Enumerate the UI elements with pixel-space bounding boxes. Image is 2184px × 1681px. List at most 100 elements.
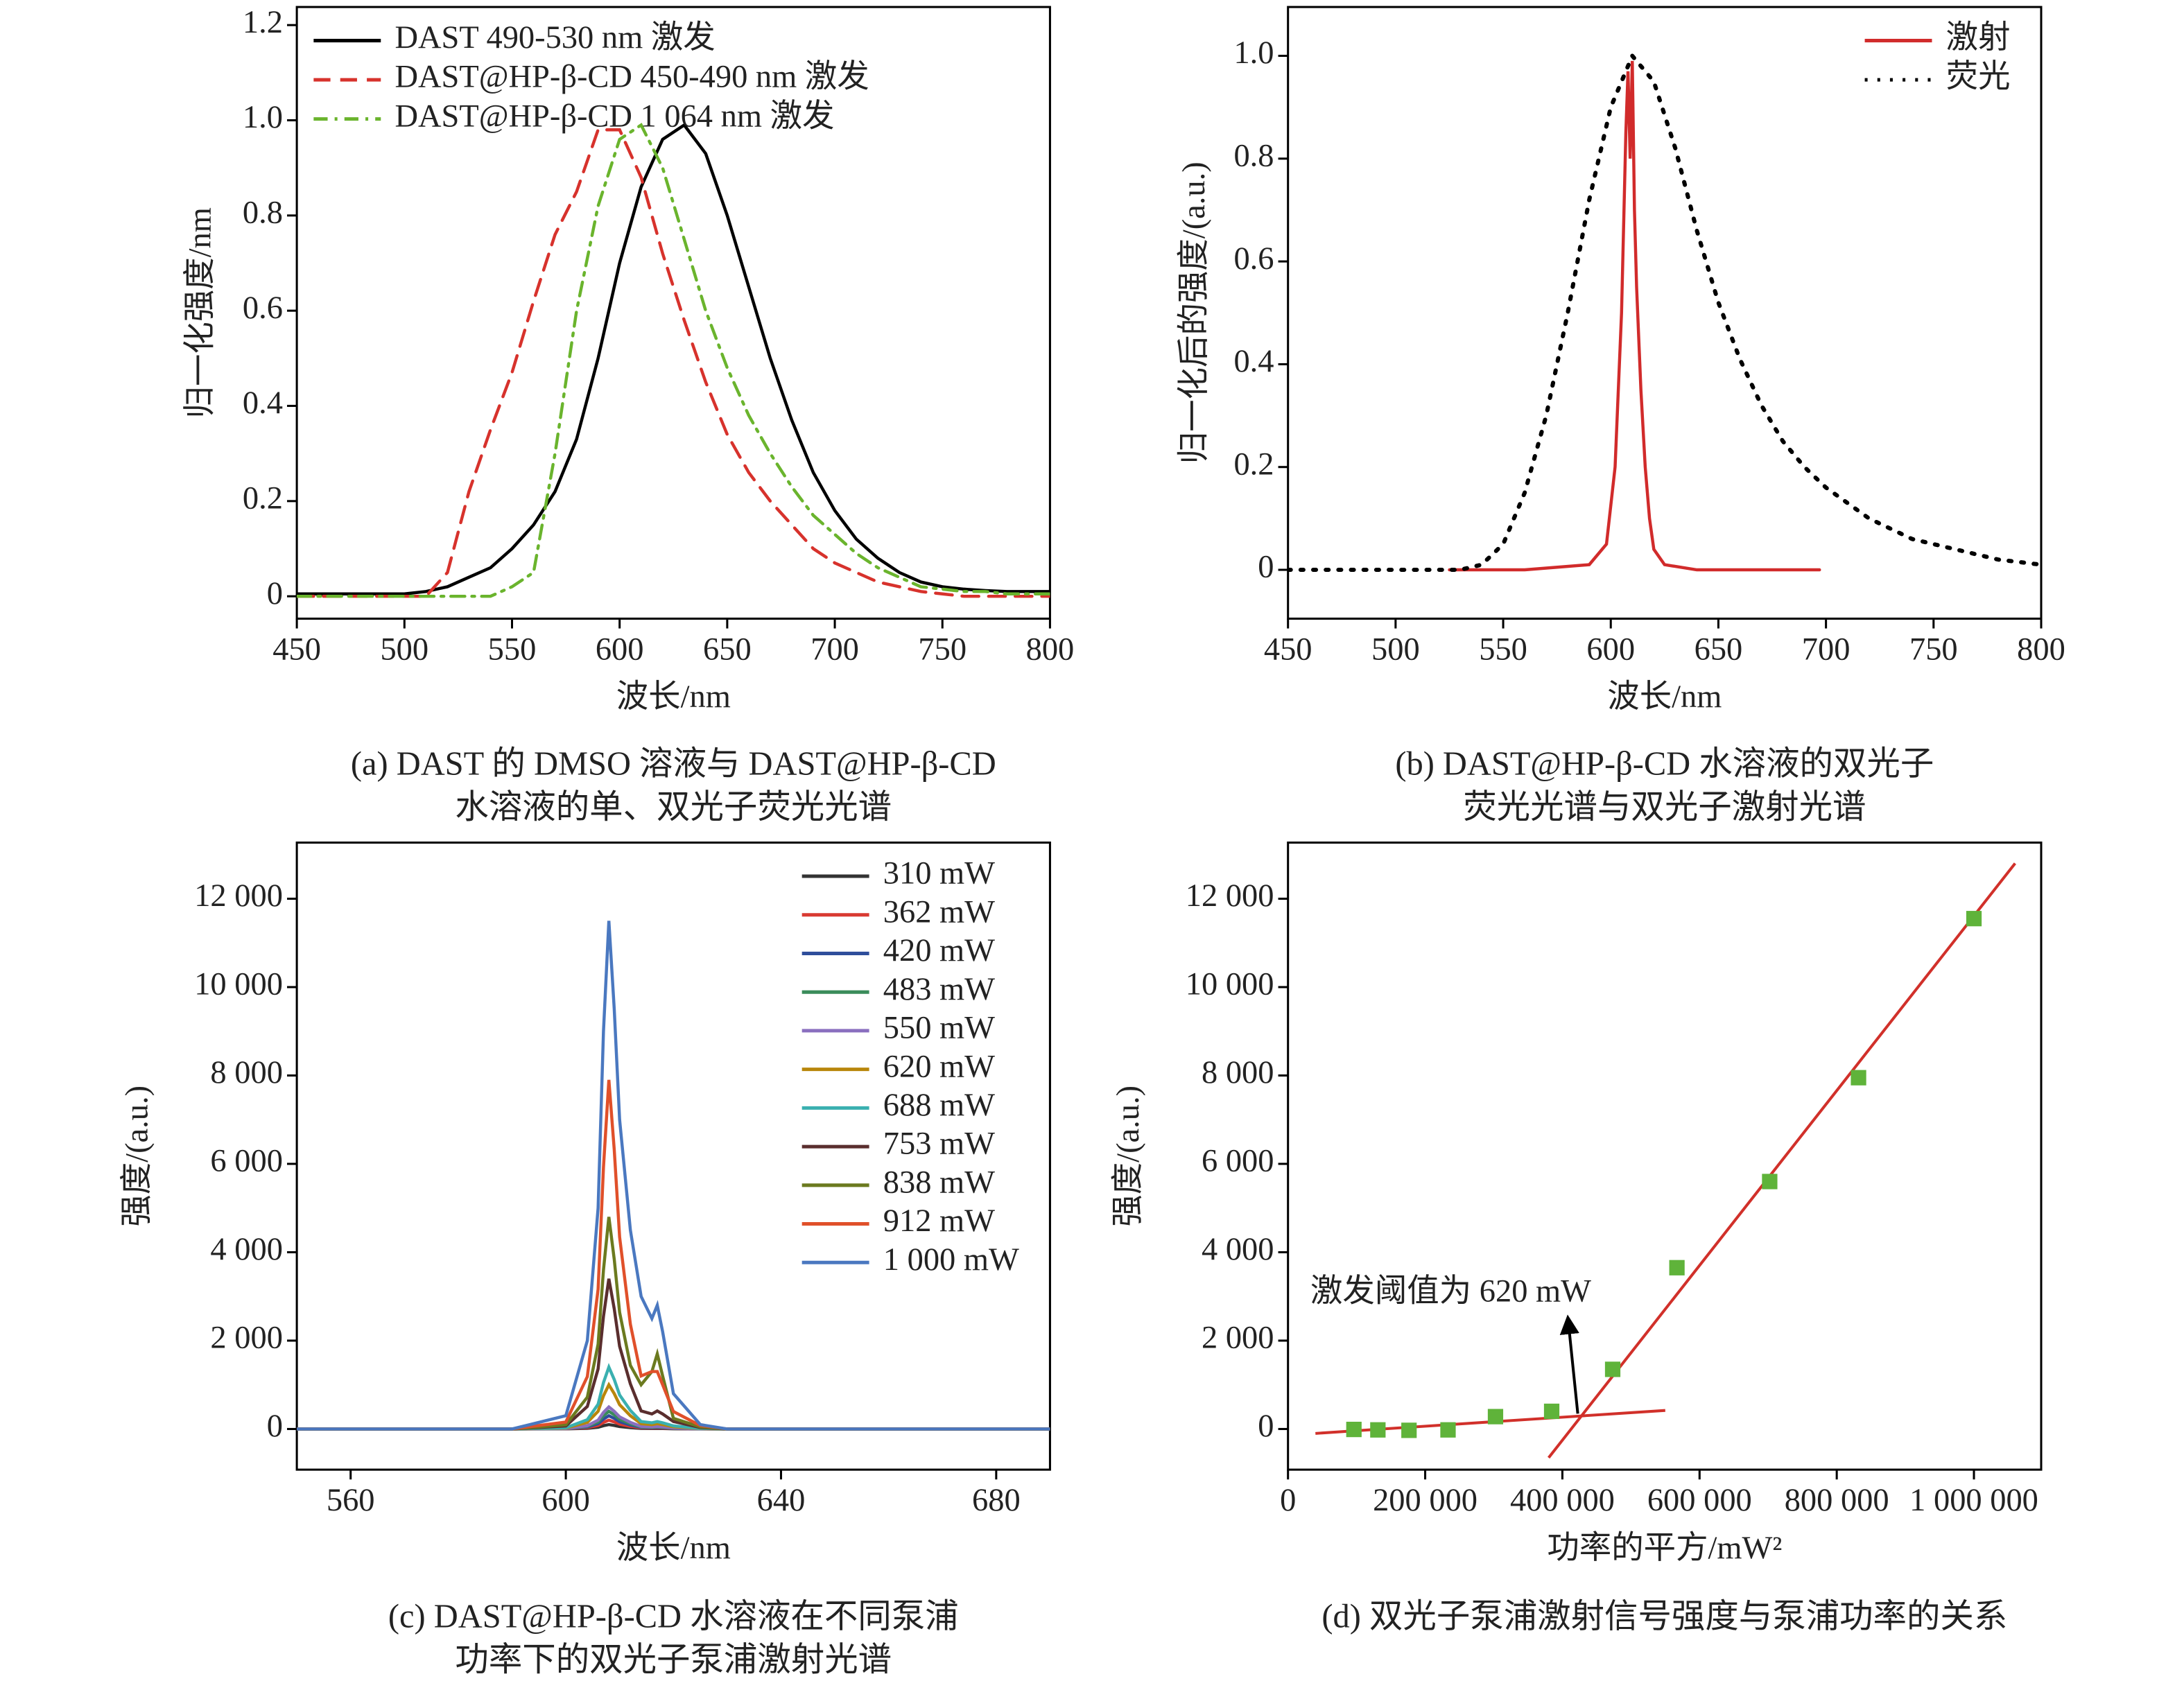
x-tick-label: 600 000 (1647, 1483, 1752, 1518)
x-axis-label: 功率的平方/mW² (1547, 1531, 1782, 1566)
y-tick-label: 12 000 (1186, 878, 1274, 914)
y-tick-label: 1.0 (1233, 35, 1274, 71)
legend-label: DAST@HP-β-CD 450-490 nm 激发 (395, 60, 869, 95)
y-tick-label: 4 000 (1202, 1232, 1274, 1267)
point (1966, 911, 1982, 927)
legend-label: 420 mW (883, 933, 995, 968)
annotation: 激发阈值为 620 mW (1310, 1274, 1591, 1309)
point (1851, 1070, 1866, 1086)
x-tick-label: 450 (272, 632, 321, 668)
point (1543, 1403, 1560, 1420)
legend-label: DAST@HP-β-CD 1 064 nm 激发 (395, 98, 834, 134)
y-tick-label: 2 000 (210, 1321, 282, 1356)
legend-label: 1 000 mW (883, 1242, 1019, 1278)
series-line (297, 1217, 1050, 1431)
series-line (1288, 51, 2041, 573)
x-tick-label: 500 (1371, 632, 1420, 668)
y-tick-label: 0.6 (243, 290, 283, 326)
annotation-arrow (1559, 1314, 1579, 1414)
y-axis-label: 归一化后的强度/(a.u.) (1177, 162, 1212, 464)
plot-frame (295, 6, 1051, 620)
y-tick-label: 6 000 (210, 1144, 282, 1179)
point (1762, 1174, 1778, 1190)
y-tick-label: 0.8 (243, 195, 283, 231)
point (1370, 1422, 1386, 1438)
x-tick-label: 750 (1909, 632, 1958, 668)
series-line (1448, 60, 1821, 572)
legend-label: 483 mW (883, 972, 995, 1007)
x-tick-label: 800 (1026, 632, 1075, 668)
y-axis-label: 归一化强度/nm (182, 207, 218, 418)
legend: DAST 490-530 nm 激发 DAST@HP-β-CD 450-490 n… (313, 20, 869, 134)
y-tick-label: 8 000 (210, 1055, 282, 1090)
y-tick-label: 1.0 (243, 100, 283, 135)
legend-label: 753 mW (883, 1126, 995, 1162)
x-tick-label: 400 000 (1510, 1483, 1615, 1518)
y-axis-label: 强度/(a.u.) (120, 1086, 155, 1227)
caption: (b) DAST@HP-β-CD 水溶液的双光子 (1395, 746, 1934, 783)
y-tick-label: 0.2 (1233, 446, 1274, 482)
caption: 水溶液的单、双光子荧光光谱 (455, 789, 892, 826)
series-line (297, 123, 1050, 598)
y-tick-label: 0.6 (1233, 241, 1274, 277)
x-axis-label: 波长/nm (616, 679, 731, 715)
y-tick-label: 10 000 (1186, 967, 1274, 1002)
legend-label: 912 mW (883, 1203, 995, 1239)
series-line (297, 1363, 1050, 1431)
point (1401, 1422, 1417, 1438)
series-line (297, 1278, 1050, 1431)
y-tick-label: 0 (267, 1409, 283, 1444)
x-tick-label: 500 (380, 632, 428, 668)
series-line (297, 128, 1050, 598)
y-tick-label: 4 000 (210, 1232, 282, 1267)
caption: (c) DAST@HP-β-CD 水溶液在不同泵浦 (388, 1598, 959, 1635)
plot-frame (295, 842, 1051, 1471)
x-tick-label: 700 (1802, 632, 1851, 668)
y-axis-label: 强度/(a.u.) (1111, 1086, 1146, 1227)
x-tick-label: 550 (488, 632, 537, 668)
y-tick-label: 2 000 (1202, 1321, 1274, 1356)
series-line (297, 1079, 1050, 1431)
y-tick-label: 1.2 (243, 5, 283, 40)
x-tick-label: 550 (1479, 632, 1527, 668)
x-tick-label: 600 (541, 1483, 590, 1518)
x-tick-label: 1 000 000 (1909, 1483, 2038, 1518)
x-tick-label: 640 (757, 1483, 806, 1518)
x-tick-label: 200 000 (1373, 1483, 1477, 1518)
caption: 功率下的双光子泵浦激射光谱 (455, 1641, 892, 1678)
x-tick-label: 650 (1695, 632, 1743, 668)
y-tick-label: 0.2 (243, 481, 283, 516)
x-axis-label: 波长/nm (1607, 679, 1722, 715)
x-tick-label: 700 (811, 632, 859, 668)
caption: (d) 双光子泵浦激射信号强度与泵浦功率的关系 (1321, 1598, 2007, 1635)
plot-frame (1287, 6, 2043, 620)
y-tick-label: 12 000 (194, 878, 283, 914)
x-tick-label: 800 (2017, 632, 2065, 668)
y-tick-label: 0 (1258, 550, 1274, 585)
plot-frame (1287, 842, 2043, 1471)
y-tick-label: 0.4 (1233, 344, 1274, 379)
x-tick-label: 750 (918, 632, 967, 668)
legend-label: 荧光 (1946, 60, 2011, 95)
y-tick-label: 0 (1258, 1409, 1274, 1444)
y-tick-label: 0.8 (1233, 138, 1274, 173)
series-line (297, 123, 1050, 595)
series-line (297, 921, 1050, 1431)
legend-label: 620 mW (883, 1049, 995, 1084)
legend-label: DAST 490-530 nm 激发 (395, 20, 715, 55)
legend-label: 310 mW (883, 856, 995, 891)
legend-label: 激射 (1946, 20, 2011, 55)
legend-label: 688 mW (883, 1088, 995, 1123)
x-tick-label: 450 (1264, 632, 1312, 668)
point (1487, 1409, 1504, 1425)
x-tick-label: 560 (327, 1483, 375, 1518)
caption: (a) DAST 的 DMSO 溶液与 DAST@HP-β-CD (351, 746, 996, 783)
y-tick-label: 0 (267, 576, 283, 611)
point (1440, 1422, 1456, 1438)
point (1669, 1260, 1685, 1275)
caption: 荧光光谱与双光子激射光谱 (1463, 789, 1866, 826)
x-tick-label: 650 (703, 632, 752, 668)
